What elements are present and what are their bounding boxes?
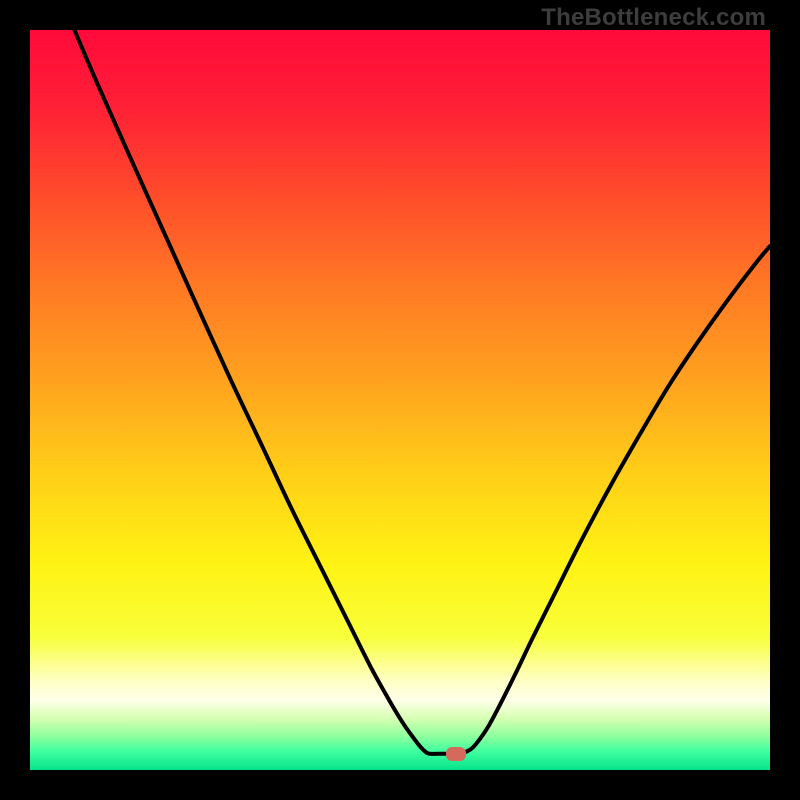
optimal-point-marker — [446, 747, 466, 761]
curve-path — [74, 30, 770, 754]
watermark-text: TheBottleneck.com — [541, 4, 766, 32]
bottleneck-curve — [30, 30, 770, 770]
plot-area — [30, 30, 770, 770]
